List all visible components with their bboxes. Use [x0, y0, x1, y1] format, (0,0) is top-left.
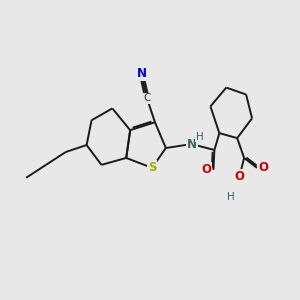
Text: S: S — [148, 161, 156, 174]
Text: C: C — [143, 94, 151, 103]
Text: H: H — [227, 192, 235, 202]
Text: O: O — [258, 161, 268, 174]
Text: O: O — [201, 163, 211, 176]
Text: N: N — [137, 67, 147, 80]
Text: H: H — [196, 132, 204, 142]
Text: N: N — [187, 138, 196, 151]
Text: O: O — [234, 170, 244, 183]
